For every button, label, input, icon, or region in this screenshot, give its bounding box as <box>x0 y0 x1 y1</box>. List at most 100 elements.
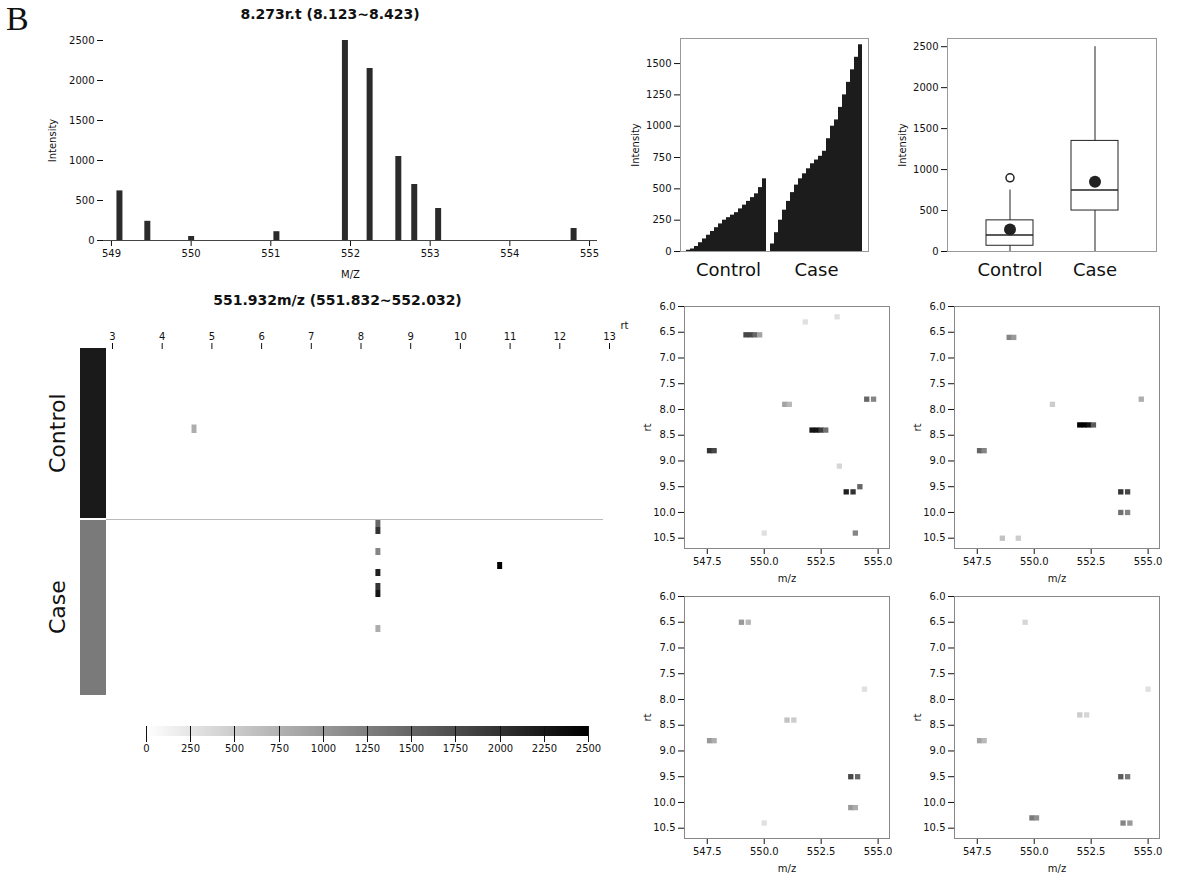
svg-text:1750: 1750 <box>443 743 468 754</box>
svg-text:6.0: 6.0 <box>930 591 946 602</box>
svg-text:555.0: 555.0 <box>1134 846 1163 857</box>
svg-text:11: 11 <box>504 331 517 342</box>
svg-text:10.5: 10.5 <box>653 822 675 833</box>
svg-text:550.0: 550.0 <box>750 846 779 857</box>
svg-text:6.0: 6.0 <box>660 301 676 312</box>
svg-text:7.0: 7.0 <box>660 352 676 363</box>
svg-text:552.5: 552.5 <box>1077 556 1106 567</box>
svg-text:9.5: 9.5 <box>660 771 676 782</box>
svg-text:M/Z: M/Z <box>341 269 360 280</box>
svg-text:8.5: 8.5 <box>930 719 946 730</box>
svg-text:2000: 2000 <box>69 75 94 86</box>
svg-text:7.5: 7.5 <box>660 378 676 389</box>
svg-text:250: 250 <box>652 214 671 225</box>
svg-text:m/z: m/z <box>1048 863 1066 874</box>
svg-text:9.5: 9.5 <box>930 771 946 782</box>
svg-text:552.5: 552.5 <box>807 556 836 567</box>
svg-text:Control: Control <box>696 259 761 280</box>
svg-text:Case: Case <box>794 259 838 280</box>
svg-text:547.5: 547.5 <box>693 846 722 857</box>
svg-text:12: 12 <box>553 331 566 342</box>
svg-text:500: 500 <box>75 195 94 206</box>
svg-text:10.0: 10.0 <box>653 797 675 808</box>
svg-text:547.5: 547.5 <box>963 846 992 857</box>
svg-text:2500: 2500 <box>913 41 938 52</box>
svg-text:555.0: 555.0 <box>1134 556 1163 567</box>
svg-text:rt: rt <box>642 423 653 431</box>
svg-text:0: 0 <box>143 743 149 754</box>
svg-text:9: 9 <box>408 331 414 342</box>
svg-text:6.5: 6.5 <box>930 616 946 627</box>
svg-text:547.5: 547.5 <box>963 556 992 567</box>
svg-text:552: 552 <box>341 248 360 259</box>
svg-text:7.0: 7.0 <box>660 642 676 653</box>
svg-text:8.0: 8.0 <box>660 404 676 415</box>
svg-text:Intensity: Intensity <box>630 123 641 167</box>
svg-text:500: 500 <box>652 183 671 194</box>
svg-text:10.0: 10.0 <box>923 797 945 808</box>
svg-text:8.5: 8.5 <box>660 719 676 730</box>
svg-text:0: 0 <box>665 246 671 257</box>
svg-text:552.5: 552.5 <box>1077 846 1106 857</box>
svg-text:10.5: 10.5 <box>653 532 675 543</box>
svg-text:6.5: 6.5 <box>930 326 946 337</box>
svg-text:550: 550 <box>182 248 201 259</box>
svg-text:m/z: m/z <box>1048 573 1066 584</box>
svg-text:8.5: 8.5 <box>930 429 946 440</box>
svg-text:8: 8 <box>358 331 364 342</box>
svg-text:9.0: 9.0 <box>930 455 946 466</box>
svg-text:2500: 2500 <box>576 743 601 754</box>
svg-text:1000: 1000 <box>69 155 94 166</box>
svg-text:10.0: 10.0 <box>653 507 675 518</box>
svg-text:555.0: 555.0 <box>864 556 893 567</box>
svg-text:500: 500 <box>919 205 938 216</box>
svg-text:500: 500 <box>225 743 244 754</box>
svg-text:1000: 1000 <box>646 120 671 131</box>
svg-text:1500: 1500 <box>399 743 424 754</box>
svg-text:Control: Control <box>977 259 1042 280</box>
svg-text:9.5: 9.5 <box>660 481 676 492</box>
svg-text:rt: rt <box>912 713 923 721</box>
svg-text:8.0: 8.0 <box>930 694 946 705</box>
svg-text:1000: 1000 <box>913 164 938 175</box>
svg-text:1500: 1500 <box>69 115 94 126</box>
svg-text:m/z: m/z <box>778 573 796 584</box>
svg-text:1500: 1500 <box>646 58 671 69</box>
svg-text:0: 0 <box>932 246 938 257</box>
svg-text:Case: Case <box>1073 259 1117 280</box>
svg-text:2000: 2000 <box>488 743 513 754</box>
svg-text:554: 554 <box>500 248 519 259</box>
svg-text:rt: rt <box>620 320 628 331</box>
svg-text:6.5: 6.5 <box>660 616 676 627</box>
svg-text:10: 10 <box>454 331 467 342</box>
svg-text:7.0: 7.0 <box>930 642 946 653</box>
svg-text:0: 0 <box>88 235 94 246</box>
svg-text:555.0: 555.0 <box>864 846 893 857</box>
svg-text:555: 555 <box>580 248 599 259</box>
svg-text:10.5: 10.5 <box>923 532 945 543</box>
svg-text:6.0: 6.0 <box>930 301 946 312</box>
svg-text:rt: rt <box>642 713 653 721</box>
svg-text:13: 13 <box>603 331 616 342</box>
svg-text:7: 7 <box>308 331 314 342</box>
svg-text:9.0: 9.0 <box>660 745 676 756</box>
svg-text:549: 549 <box>102 248 121 259</box>
svg-text:10.5: 10.5 <box>923 822 945 833</box>
svg-text:m/z: m/z <box>778 863 796 874</box>
svg-text:8.0: 8.0 <box>930 404 946 415</box>
svg-text:550.0: 550.0 <box>1020 556 1049 567</box>
svg-text:4: 4 <box>159 331 165 342</box>
svg-text:6.5: 6.5 <box>660 326 676 337</box>
svg-text:547.5: 547.5 <box>693 556 722 567</box>
svg-text:2250: 2250 <box>532 743 557 754</box>
svg-text:8.0: 8.0 <box>660 694 676 705</box>
svg-text:7.5: 7.5 <box>660 668 676 679</box>
svg-text:2500: 2500 <box>69 35 94 46</box>
svg-text:rt: rt <box>912 423 923 431</box>
svg-text:1000: 1000 <box>311 743 336 754</box>
svg-text:250: 250 <box>181 743 200 754</box>
svg-text:2000: 2000 <box>913 82 938 93</box>
svg-text:7.5: 7.5 <box>930 668 946 679</box>
svg-text:550.0: 550.0 <box>750 556 779 567</box>
svg-text:552.5: 552.5 <box>807 846 836 857</box>
